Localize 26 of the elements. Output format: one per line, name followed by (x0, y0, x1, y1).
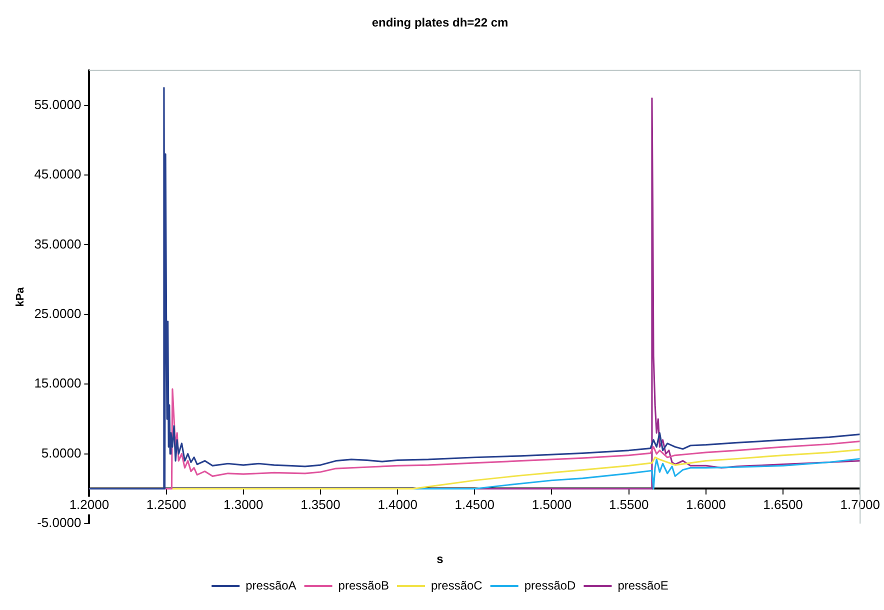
x-tick-label: 1.4000 (378, 497, 418, 512)
x-tick-label: 1.3500 (300, 497, 340, 512)
y-tick-label: 55.0000 (34, 96, 82, 112)
x-tick-label: 1.3000 (223, 497, 264, 512)
x-tick-label: 1.5000 (532, 497, 572, 512)
y-axis-title: kPa (14, 286, 27, 307)
legend-label: pressãoE (618, 578, 668, 592)
legend-label: pressãoD (524, 578, 576, 592)
x-axis-title: s (436, 552, 444, 566)
y-tick-label: 5.0000 (41, 445, 82, 460)
x-tick-label: 1.7000 (840, 497, 880, 512)
x-tick-label: 1.2500 (146, 497, 186, 512)
x-tick-label: 1.5500 (608, 497, 649, 512)
x-tick-label: 1.6500 (763, 497, 803, 512)
x-tick-label: 1.6000 (686, 497, 726, 512)
legend-label: pressãoC (430, 578, 483, 592)
legend-label: pressãoA (246, 578, 296, 592)
x-tick-label: 1.2000 (69, 497, 110, 512)
legend-label: pressãoB (338, 578, 389, 592)
y-tick-label: -5.0000 (37, 515, 82, 530)
y-tick-label: 35.0000 (34, 236, 82, 252)
y-tick-label: 15.0000 (34, 376, 82, 391)
y-tick-label: 25.0000 (34, 306, 82, 322)
chart-title: ending plates dh=22 cm (372, 16, 508, 30)
y-tick-label: 45.0000 (34, 166, 82, 182)
x-tick-label: 1.4500 (454, 497, 495, 512)
